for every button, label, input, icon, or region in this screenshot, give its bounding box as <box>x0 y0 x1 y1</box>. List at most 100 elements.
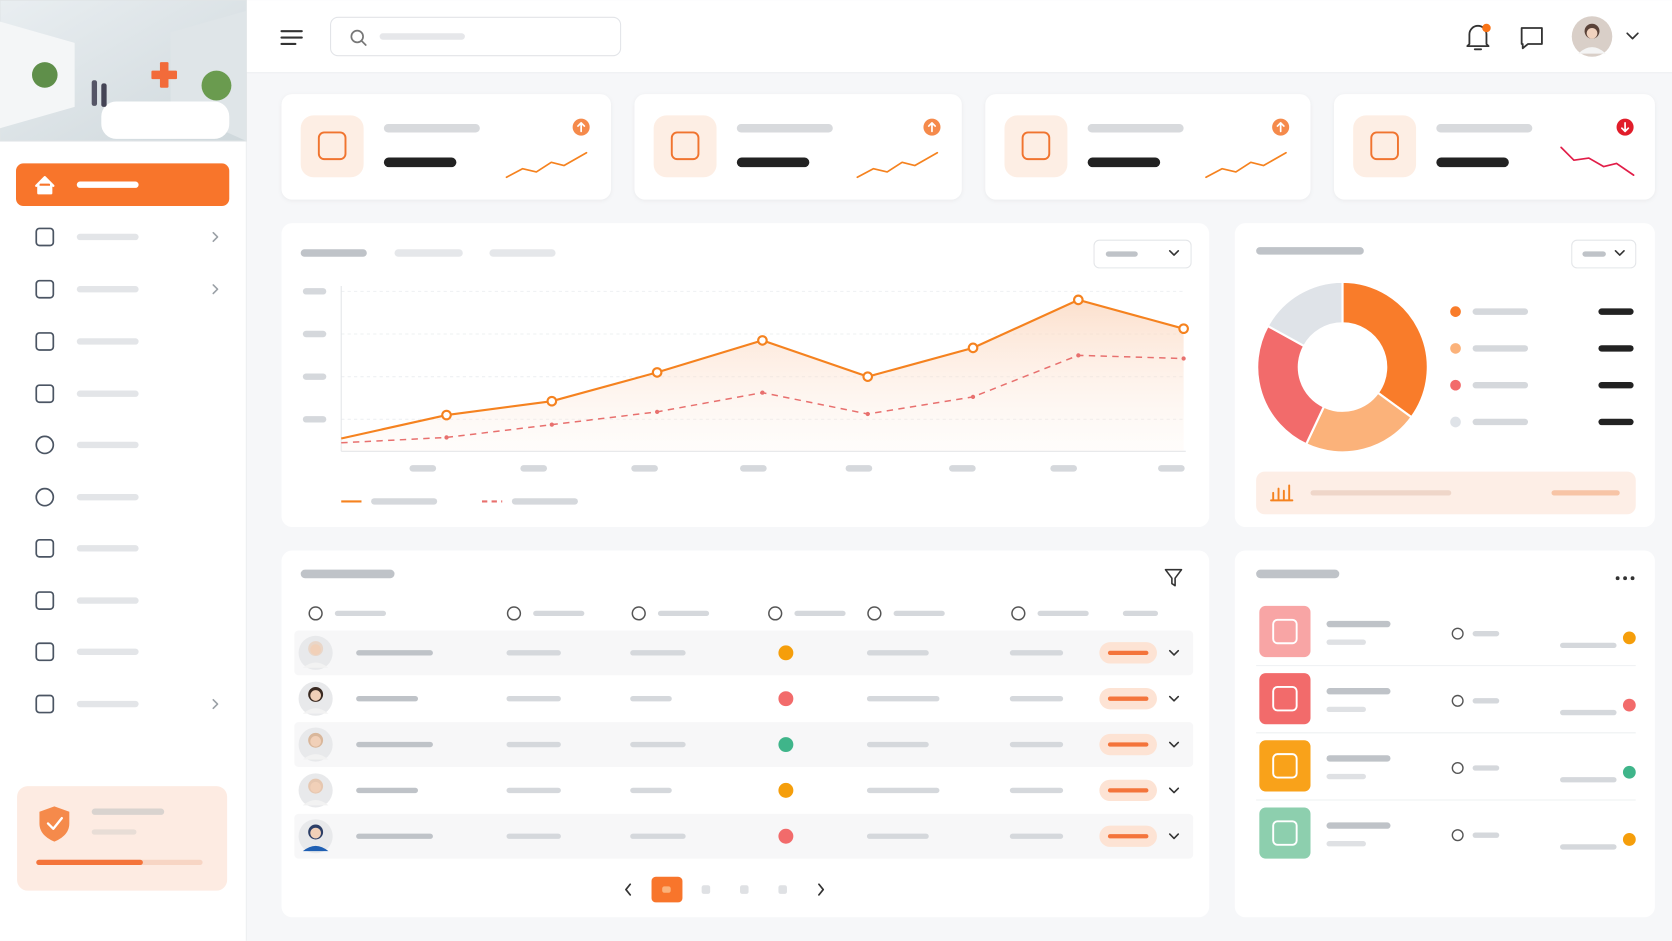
placeholder-bar <box>736 157 810 168</box>
stat-card <box>634 94 962 200</box>
nav-label <box>76 286 139 293</box>
legend-label <box>1472 308 1529 315</box>
cell <box>356 833 433 839</box>
sparkline <box>1205 151 1287 179</box>
status-dot <box>778 782 794 798</box>
row-expand <box>1168 649 1180 656</box>
donut-segment <box>1256 324 1326 446</box>
cell <box>866 833 929 839</box>
activity-icon <box>1259 740 1311 792</box>
page-dot[interactable] <box>740 885 749 894</box>
avatar-body <box>302 754 329 760</box>
sidebar <box>0 0 247 941</box>
hero-plant <box>201 70 232 101</box>
y-tick-label <box>302 373 327 380</box>
table-row[interactable] <box>294 630 1194 676</box>
avatar-face <box>1586 27 1598 39</box>
placeholder-bar <box>1472 765 1500 771</box>
x-tick-label <box>1050 465 1077 472</box>
column-header <box>334 610 387 617</box>
x-tick-label <box>1158 465 1185 472</box>
placeholder-bar <box>1326 620 1391 628</box>
stat-icon-bg <box>653 115 717 178</box>
activity-glyph <box>1272 820 1298 846</box>
placeholder-bar <box>1560 777 1617 783</box>
row-expand <box>1168 695 1180 702</box>
point <box>862 371 874 382</box>
activity-icon <box>1259 807 1311 859</box>
page-next <box>818 883 825 896</box>
nav-icon <box>35 538 55 558</box>
status-dot <box>1622 765 1636 779</box>
legend-value <box>1598 345 1634 352</box>
more-dot <box>1630 576 1635 581</box>
column-header <box>533 610 585 617</box>
cell <box>1009 787 1064 794</box>
chevron <box>212 284 219 295</box>
sparkline <box>505 151 588 179</box>
legend-value <box>1598 418 1634 426</box>
trend-arrow <box>1621 122 1630 133</box>
nav-label <box>76 545 139 552</box>
avatar-face <box>310 644 321 655</box>
cell <box>506 741 561 748</box>
search-box[interactable] <box>330 16 622 57</box>
nav-icon <box>35 591 55 610</box>
table-row[interactable] <box>294 722 1194 767</box>
cell <box>866 741 929 748</box>
status-dot <box>778 737 794 753</box>
table-row[interactable] <box>294 813 1194 859</box>
placeholder-bar <box>1087 157 1161 168</box>
placeholder-bar <box>1326 773 1366 780</box>
nav-icon <box>35 694 55 714</box>
legend-label <box>1472 345 1529 352</box>
page-mark <box>662 886 671 893</box>
point <box>444 435 449 440</box>
activity-icon <box>1259 605 1311 658</box>
stat-icon <box>317 131 347 161</box>
column-header <box>657 610 710 617</box>
placeholder-bar <box>1326 841 1366 847</box>
hero-person <box>91 80 98 106</box>
avatar-body <box>302 708 329 714</box>
page-dot[interactable] <box>701 885 711 894</box>
trend-arrow <box>927 122 937 133</box>
nav-icon <box>35 279 55 299</box>
stat-card <box>1333 94 1655 200</box>
activity-icon <box>1259 673 1311 725</box>
search-placeholder <box>379 33 465 40</box>
cell <box>866 787 940 794</box>
legend-swatch <box>1450 379 1461 391</box>
sparkline <box>856 151 939 179</box>
placeholder-bar <box>383 157 457 168</box>
cell <box>1009 833 1064 839</box>
nav-label <box>76 181 139 188</box>
placeholder-bar <box>1472 630 1500 637</box>
cell <box>506 650 561 656</box>
legend-swatch <box>1450 416 1461 428</box>
period-select[interactable] <box>1093 239 1192 269</box>
chat-icon <box>1520 27 1543 50</box>
point <box>1072 294 1084 306</box>
cell <box>630 696 672 702</box>
stat-icon-bg <box>1004 115 1068 178</box>
placeholder-bar <box>1560 709 1617 716</box>
bell-icon <box>1466 24 1490 51</box>
more-dot <box>1615 576 1620 581</box>
nav-icon <box>35 487 55 507</box>
chevron <box>1626 32 1639 40</box>
activity-card <box>1234 550 1655 918</box>
point <box>651 367 663 378</box>
point <box>865 411 870 417</box>
nav-icon <box>35 384 55 404</box>
x-tick-label <box>520 465 548 472</box>
cell <box>356 696 418 702</box>
check-icon <box>46 816 64 830</box>
x-tick-label <box>845 465 873 472</box>
pill-bar <box>1107 742 1149 747</box>
nav-label <box>76 390 139 397</box>
page-dot[interactable] <box>778 885 787 894</box>
avatar-face <box>310 827 321 839</box>
x-tick-label <box>409 465 437 472</box>
cell <box>630 833 686 839</box>
